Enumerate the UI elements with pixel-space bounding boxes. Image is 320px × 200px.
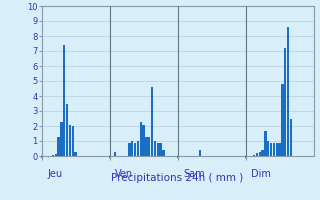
- Text: Ven: Ven: [115, 169, 133, 179]
- Bar: [63, 45, 66, 156]
- Bar: [134, 142, 136, 156]
- Bar: [253, 154, 255, 156]
- Bar: [154, 141, 156, 156]
- Bar: [259, 152, 261, 156]
- Bar: [148, 137, 150, 156]
- Bar: [151, 87, 153, 156]
- Bar: [140, 121, 142, 156]
- Bar: [145, 137, 148, 156]
- Bar: [57, 137, 60, 156]
- Bar: [256, 153, 258, 156]
- Bar: [287, 27, 289, 156]
- Bar: [114, 152, 116, 156]
- Bar: [199, 150, 202, 156]
- Bar: [284, 48, 286, 156]
- Text: Jeu: Jeu: [47, 169, 62, 179]
- Bar: [264, 130, 267, 156]
- Bar: [52, 154, 54, 156]
- Bar: [142, 124, 145, 156]
- Text: Dim: Dim: [251, 169, 271, 179]
- Bar: [128, 142, 131, 156]
- Bar: [72, 126, 74, 156]
- Bar: [281, 84, 284, 156]
- Bar: [137, 141, 139, 156]
- Bar: [74, 152, 77, 156]
- Bar: [131, 141, 133, 156]
- Bar: [156, 142, 159, 156]
- Bar: [278, 142, 281, 156]
- Bar: [66, 104, 68, 156]
- Bar: [55, 154, 57, 156]
- Bar: [261, 150, 264, 156]
- Bar: [159, 142, 162, 156]
- Bar: [267, 141, 269, 156]
- X-axis label: Précipitations 24h ( mm ): Précipitations 24h ( mm ): [111, 173, 244, 183]
- Bar: [69, 124, 71, 156]
- Bar: [290, 118, 292, 156]
- Bar: [276, 142, 278, 156]
- Text: Sam: Sam: [183, 169, 205, 179]
- Bar: [270, 142, 272, 156]
- Bar: [60, 121, 63, 156]
- Bar: [162, 150, 164, 156]
- Bar: [273, 142, 275, 156]
